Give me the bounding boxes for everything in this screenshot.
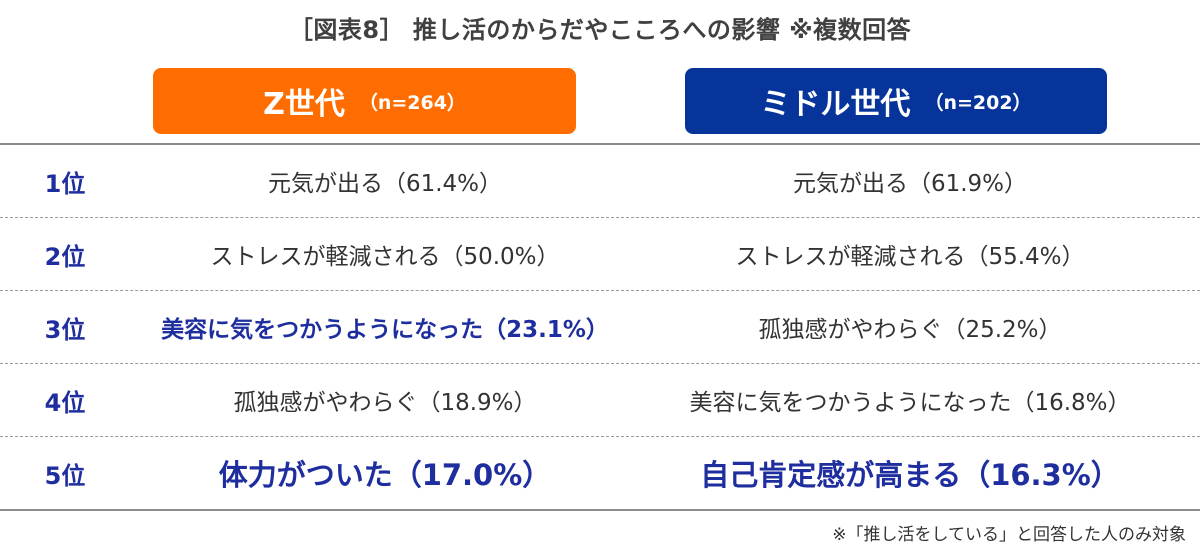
rank-label: 5位 <box>44 461 86 490</box>
table-row: 1位 元気が出る（61.4%） 元気が出る（61.9%） <box>0 143 1200 218</box>
rank-label: 1位 <box>44 169 86 198</box>
middle-generation-cell: 自己肯定感が高まる（16.3%） <box>700 458 1120 492</box>
table-row: 5位 体力がついた（17.0%） 自己肯定感が高まる（16.3%） <box>0 437 1200 511</box>
rank-label: 4位 <box>44 388 86 417</box>
z-generation-cell: 孤独感がやわらぐ（18.9%） <box>233 390 537 416</box>
z-generation-cell: ストレスが軽減される（50.0%） <box>210 244 560 270</box>
table-row: 3位 美容に気をつかうようになった（23.1%） 孤独感がやわらぐ（25.2%） <box>0 291 1200 364</box>
middle-generation-cell: 元気が出る（61.9%） <box>792 171 1028 197</box>
z-generation-cell: 美容に気をつかうようになった（23.1%） <box>161 317 609 343</box>
rank-label: 2位 <box>44 242 86 271</box>
footnote: ※「推し活をしている」と回答した人のみ対象 <box>832 525 1186 545</box>
rank-label: 3位 <box>44 315 86 344</box>
middle-generation-header: ミドル世代 （n=202） <box>685 68 1107 134</box>
z-generation-cell: 元気が出る（61.4%） <box>267 171 503 197</box>
middle-generation-sample-size: （n=202） <box>924 91 1032 114</box>
z-generation-sample-size: （n=264） <box>358 91 466 114</box>
middle-generation-cell: 孤独感がやわらぐ（25.2%） <box>758 317 1062 343</box>
z-generation-label: Z世代 <box>263 87 345 122</box>
middle-generation-cell: ストレスが軽減される（55.4%） <box>735 244 1085 270</box>
z-generation-header: Z世代 （n=264） <box>153 68 576 134</box>
middle-generation-cell: 美容に気をつかうようになった（16.8%） <box>689 390 1131 416</box>
chart-title: ［図表8］ 推し活のからだやこころへの影響 ※複数回答 <box>288 16 912 44</box>
table-row: 2位 ストレスが軽減される（50.0%） ストレスが軽減される（55.4%） <box>0 218 1200 291</box>
ranking-table: 1位 元気が出る（61.4%） 元気が出る（61.9%） 2位 ストレスが軽減される（5… <box>0 143 1200 511</box>
z-generation-cell: 体力がついた（17.0%） <box>218 458 552 492</box>
table-row: 4位 孤独感がやわらぐ（18.9%） 美容に気をつかうようになった（16.8%） <box>0 364 1200 437</box>
middle-generation-label: ミドル世代 <box>760 87 911 122</box>
